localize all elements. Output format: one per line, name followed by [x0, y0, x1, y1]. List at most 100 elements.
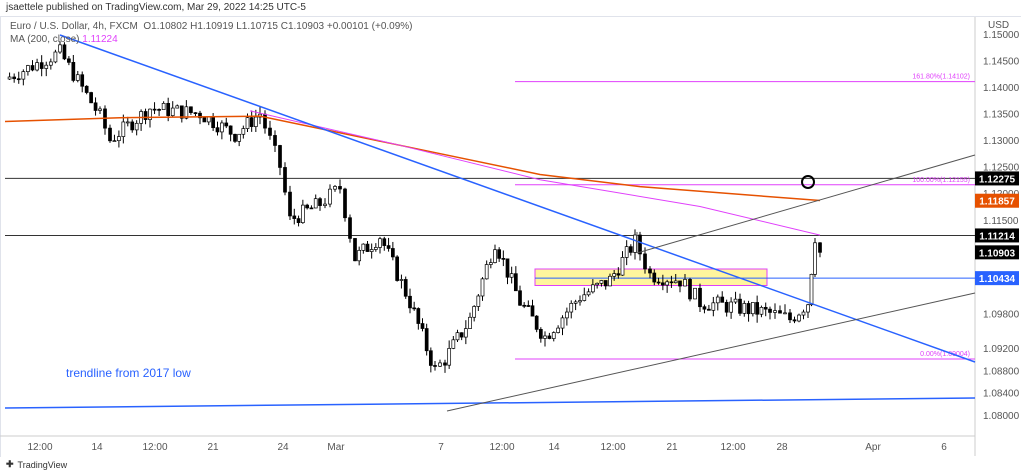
- brand-text: TradingView: [17, 459, 68, 470]
- candle-body: [170, 107, 175, 116]
- candle-body: [565, 311, 569, 319]
- candle-body: [369, 249, 374, 252]
- candle-body: [253, 116, 258, 127]
- candle-body: [420, 323, 425, 329]
- ma200-line: [4, 115, 821, 202]
- price-label: 1.11214: [979, 231, 1015, 242]
- candle-body: [215, 127, 220, 133]
- fib-label: 0.00%(1.09004): [920, 351, 970, 358]
- candle-body: [493, 249, 497, 263]
- candle-body: [112, 140, 117, 143]
- candle-body: [746, 303, 751, 315]
- candle-body: [612, 273, 617, 277]
- price-label-bg: [975, 245, 1019, 260]
- candle-body: [509, 273, 514, 278]
- x-tick-label: 12:00: [489, 442, 514, 453]
- candle-body: [497, 249, 502, 259]
- candle-body: [711, 302, 716, 311]
- y-tick-label: 1.13500: [983, 110, 1020, 121]
- candle-body: [768, 308, 772, 313]
- legend: Euro / U.S. Dollar, 4h, FXCM O1.10802 H1…: [10, 20, 413, 46]
- candle-body: [353, 238, 357, 262]
- candle-body: [783, 312, 787, 315]
- candle-body: [513, 273, 518, 292]
- candle-body: [468, 316, 472, 329]
- y-tick-label: 1.09200: [983, 344, 1020, 355]
- candle-body: [84, 85, 89, 93]
- candle-body: [738, 298, 742, 314]
- chart-frame[interactable]: [0, 16, 1021, 457]
- candle-body: [628, 246, 633, 253]
- candle-body: [62, 44, 67, 60]
- candle-body: [806, 304, 810, 313]
- ma-line: [249, 110, 821, 236]
- candle-body: [534, 315, 539, 330]
- candle-body: [778, 310, 782, 314]
- ohlc-values: O1.10802 H1.10919 L1.10715 C1.10903 +0.0…: [143, 21, 413, 32]
- candle-body: [30, 65, 35, 71]
- x-tick-label: 12:00: [142, 442, 167, 453]
- candle-body: [80, 74, 85, 87]
- y-tick-label: 1.09800: [983, 310, 1020, 321]
- y-tick-label: 1.14000: [983, 83, 1020, 94]
- candle-body: [616, 273, 621, 276]
- candle-body: [788, 312, 792, 321]
- candle-body: [198, 112, 202, 119]
- candle-body: [7, 76, 12, 80]
- candle-body: [773, 310, 777, 313]
- candle-body: [438, 362, 442, 367]
- candle-body: [278, 145, 282, 168]
- y-tick-label: 1.11500: [983, 216, 1019, 227]
- x-tick-label: 14: [91, 442, 103, 453]
- candle-body: [759, 307, 764, 315]
- x-tick-label: 7: [438, 442, 444, 453]
- candle-body: [608, 275, 612, 287]
- symbol-title: Euro / U.S. Dollar, 4h, FXCM: [10, 21, 138, 32]
- candle-body: [643, 253, 647, 270]
- channel-upper: [636, 154, 976, 254]
- candle-body: [472, 306, 477, 318]
- candle-body: [551, 332, 556, 339]
- candle-body: [447, 348, 452, 366]
- candle-body: [93, 102, 98, 111]
- currency-label: USD: [988, 20, 1009, 31]
- candle-body: [591, 284, 595, 293]
- candle-body: [67, 58, 71, 63]
- candle-body: [578, 300, 582, 303]
- candle-body: [556, 327, 560, 333]
- candle-body: [35, 62, 39, 71]
- candle-body: [633, 234, 637, 253]
- candle-body: [620, 257, 625, 276]
- candle-body: [724, 301, 729, 313]
- candle-body: [12, 76, 17, 80]
- x-tick-label: 12:00: [600, 442, 625, 453]
- annotation-text: trendline from 2017 low: [66, 366, 191, 380]
- candle-body: [530, 305, 535, 317]
- candle-body: [451, 339, 456, 349]
- ma-label[interactable]: MA (200, close): [10, 34, 80, 45]
- candle-body: [755, 302, 759, 315]
- candle-body: [408, 295, 412, 309]
- candle-body: [228, 125, 233, 135]
- candle-body: [678, 280, 682, 287]
- trendline-2017: [4, 397, 976, 409]
- footer-brand[interactable]: ✚ TradingView: [6, 459, 67, 470]
- candle-body: [125, 121, 130, 124]
- candle-body: [698, 287, 702, 308]
- y-tick-label: 1.14500: [983, 57, 1020, 68]
- candle-body: [488, 262, 493, 265]
- candle-body: [673, 280, 678, 284]
- x-tick-label: 12:00: [27, 442, 52, 453]
- candle-body: [89, 92, 93, 104]
- channel-lower: [446, 292, 976, 412]
- candle-body: [624, 246, 629, 258]
- price-label: 1.10434: [979, 274, 1016, 285]
- candle-body: [343, 188, 347, 219]
- candle-body: [702, 306, 707, 310]
- candle-body: [669, 281, 674, 284]
- candle-body: [39, 62, 44, 69]
- candle-body: [21, 71, 26, 80]
- candle-body: [75, 74, 80, 81]
- candle-body: [157, 109, 161, 111]
